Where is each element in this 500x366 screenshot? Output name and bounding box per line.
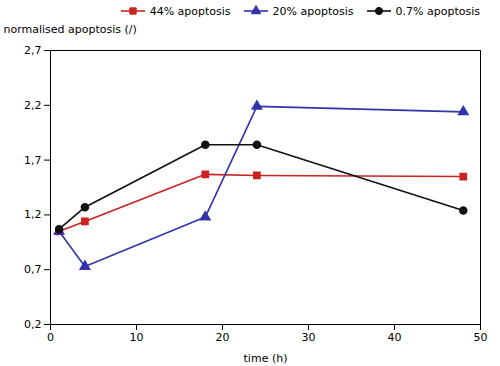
html-text:20% apoptosis: 20% apoptosis (272, 4, 354, 18)
svg-text:time (h): time (h) (244, 352, 288, 365)
svg-text:2,7: 2,7 (24, 44, 42, 57)
svg-text:normalised apoptosis (/): normalised apoptosis (/) (4, 23, 137, 36)
svg-text:0,7: 0,7 (24, 263, 42, 276)
svg-text:30: 30 (302, 331, 316, 344)
html-text:0.7% apoptosis: 0.7% apoptosis (395, 4, 480, 18)
svg-text:20: 20 (216, 331, 230, 344)
svg-text:50: 50 (474, 331, 488, 344)
svg-text:2,2: 2,2 (24, 99, 42, 112)
svg-text:0: 0 (47, 331, 54, 344)
svg-text:10: 10 (130, 331, 144, 344)
svg-text:0,2: 0,2 (24, 318, 42, 331)
svg-text:40: 40 (388, 331, 402, 344)
html-text:44% apoptosis: 44% apoptosis (149, 4, 231, 18)
svg-text:1,7: 1,7 (24, 154, 42, 167)
svg-text:1,2: 1,2 (24, 208, 42, 221)
